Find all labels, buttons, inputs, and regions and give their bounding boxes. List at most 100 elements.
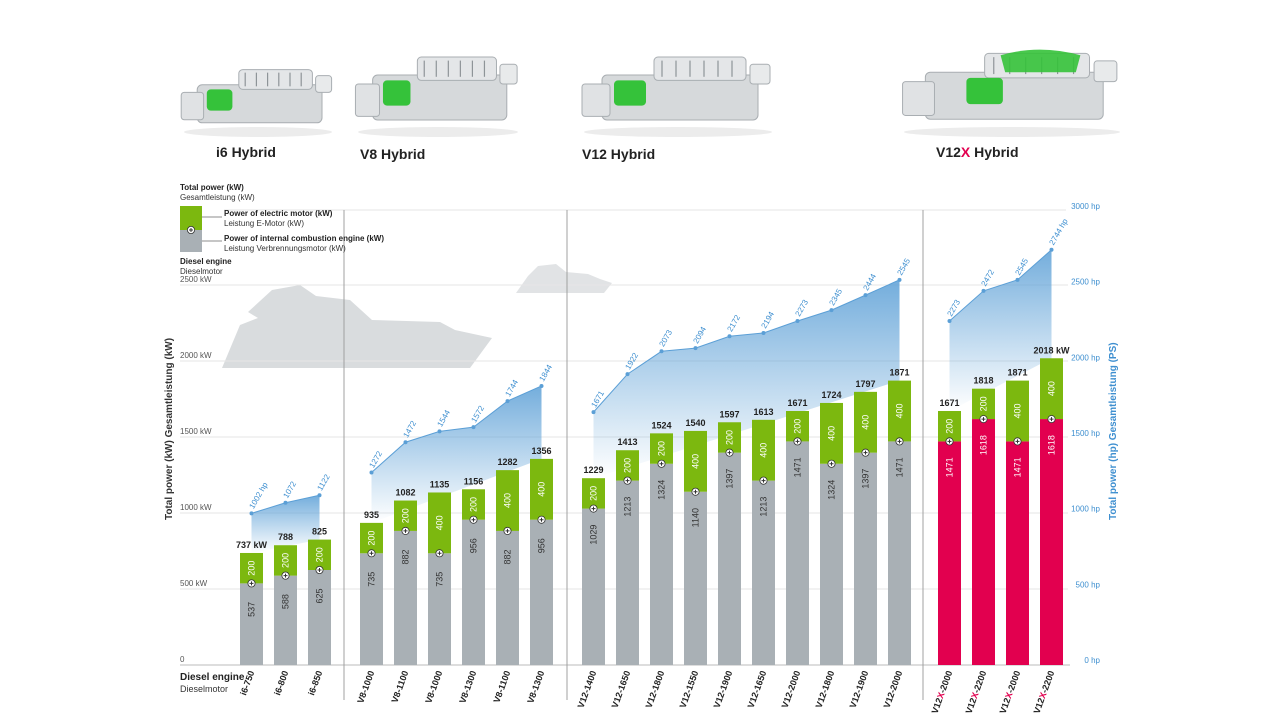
bar-electric-segment xyxy=(1040,358,1063,420)
hp-point xyxy=(829,308,834,313)
x-category-label: V12-1800 xyxy=(644,669,667,709)
bar-diesel-segment xyxy=(394,530,417,665)
hp-value-label: 1002 hp xyxy=(247,480,270,510)
bar-electric-segment xyxy=(616,450,639,481)
electric-value-label: 200 xyxy=(281,553,291,568)
engine-green-cover xyxy=(1000,49,1081,73)
family-label-v12x: V12X Hybrid xyxy=(936,144,1019,160)
total-value-label: 1613 xyxy=(753,407,773,417)
engine-turbo xyxy=(749,63,771,85)
bar-electric-segment xyxy=(650,433,673,464)
engine-shadow xyxy=(584,127,772,137)
electric-value-label: 200 xyxy=(725,430,735,445)
bar-diesel-segment xyxy=(718,452,741,665)
total-value-label: 1597 xyxy=(719,409,739,419)
v8-engine-icon xyxy=(354,56,518,137)
engine-shadow xyxy=(904,127,1120,137)
hp-line-V12 xyxy=(593,279,900,413)
bar-diesel-segment xyxy=(616,480,639,665)
diesel-value-label: 1618 xyxy=(1047,435,1057,455)
electric-motor-housing xyxy=(206,89,233,111)
yacht-small-icon xyxy=(516,264,612,293)
bar-diesel-segment xyxy=(462,519,485,665)
left-tick-label: 1500 kW xyxy=(180,427,212,436)
plus-marker-cross xyxy=(283,573,288,578)
hp-point xyxy=(727,334,732,339)
hp-point xyxy=(1015,277,1020,282)
engine-gearbox xyxy=(354,83,381,117)
total-value-label: 1671 xyxy=(939,398,959,408)
diesel-value-label: 735 xyxy=(367,572,377,587)
x-category-label: V12-1900 xyxy=(848,669,871,709)
x-category-label: V12-1800 xyxy=(814,669,837,709)
legend-ice-de: Leistung Verbrennungsmotor (kW) xyxy=(224,244,346,253)
bar-electric-segment xyxy=(1006,380,1029,442)
hp-value-label: 1472 xyxy=(401,419,418,439)
left-tick-label: 2000 kW xyxy=(180,351,212,360)
hp-value-label: 2545 xyxy=(895,256,912,276)
plus-marker-cross xyxy=(369,551,374,556)
legend-electric-en: Power of electric motor (kW) xyxy=(224,209,333,218)
y-axis-right-title: Total power (hp) Gesamtleistung (PS) xyxy=(1108,342,1119,520)
engine-turbo xyxy=(1093,60,1118,83)
electric-value-label: 400 xyxy=(827,426,837,441)
plus-marker-cross xyxy=(727,450,732,455)
bar-electric-segment xyxy=(888,380,911,442)
total-value-label: 935 xyxy=(364,510,379,520)
bar-electric-segment xyxy=(684,430,707,492)
total-value-label: 1356 xyxy=(531,446,551,456)
right-tick-label: 2500 hp xyxy=(1071,278,1100,287)
electric-value-label: 400 xyxy=(1013,403,1023,418)
plus-marker-cross xyxy=(625,478,630,483)
total-value-label: 1413 xyxy=(617,437,637,447)
bar-diesel-segment xyxy=(530,519,553,665)
bar-electric-segment xyxy=(718,422,741,453)
bar-diesel-segment xyxy=(240,583,263,665)
electric-value-label: 200 xyxy=(589,486,599,501)
x-category-label: V12-1650 xyxy=(746,669,769,709)
electric-value-label: 400 xyxy=(861,415,871,430)
bar-electric-segment xyxy=(938,411,961,442)
x-category-label: V12-1900 xyxy=(712,669,735,709)
electric-value-label: 200 xyxy=(945,419,955,434)
plus-marker-cross xyxy=(403,528,408,533)
engine-gearbox xyxy=(581,83,611,117)
bar-diesel-segment xyxy=(308,570,331,665)
hp-value-label: 2073 xyxy=(657,328,674,348)
hp-point xyxy=(659,349,664,354)
x-category-label: V12-2000 xyxy=(780,669,803,709)
electric-value-label: 400 xyxy=(435,515,445,530)
bar-electric-segment xyxy=(972,388,995,420)
diesel-value-label: 1397 xyxy=(725,469,735,489)
hp-point xyxy=(795,319,800,324)
x-label-part: -2200 xyxy=(1039,669,1056,694)
bar-diesel-segment xyxy=(786,441,809,665)
diesel-value-label: 588 xyxy=(281,594,291,609)
legend-electric-swatch xyxy=(180,206,202,230)
total-value-label: 1156 xyxy=(464,476,484,486)
family-label-v8: V8 Hybrid xyxy=(360,146,426,162)
total-value-label: 2018 kW xyxy=(1033,345,1070,355)
hp-point xyxy=(1049,247,1054,252)
plus-marker-cross xyxy=(897,439,902,444)
diesel-value-label: 1324 xyxy=(827,480,837,500)
right-tick-label: 3000 hp xyxy=(1071,202,1100,211)
x-category-label: V8-1000 xyxy=(423,669,444,704)
plus-marker-cross xyxy=(795,439,800,444)
legend-total-en: Total power (kW) xyxy=(180,183,244,192)
bar-diesel-segment xyxy=(854,452,877,665)
electric-value-label: 400 xyxy=(691,454,701,469)
x-category-label: V8-1300 xyxy=(525,669,546,704)
x-label-accent: X xyxy=(1037,691,1048,700)
electric-value-label: 200 xyxy=(315,547,325,562)
bar-diesel-segment xyxy=(496,530,519,665)
hp-point xyxy=(863,293,868,298)
x-label-part: -2000 xyxy=(937,669,954,694)
x-category-label: V8-1100 xyxy=(492,669,513,704)
plus-marker-cross xyxy=(829,461,834,466)
bar-diesel-segment xyxy=(972,419,995,665)
plus-marker-cross xyxy=(863,450,868,455)
engine-turbo xyxy=(315,75,333,93)
engine-top xyxy=(238,69,313,90)
